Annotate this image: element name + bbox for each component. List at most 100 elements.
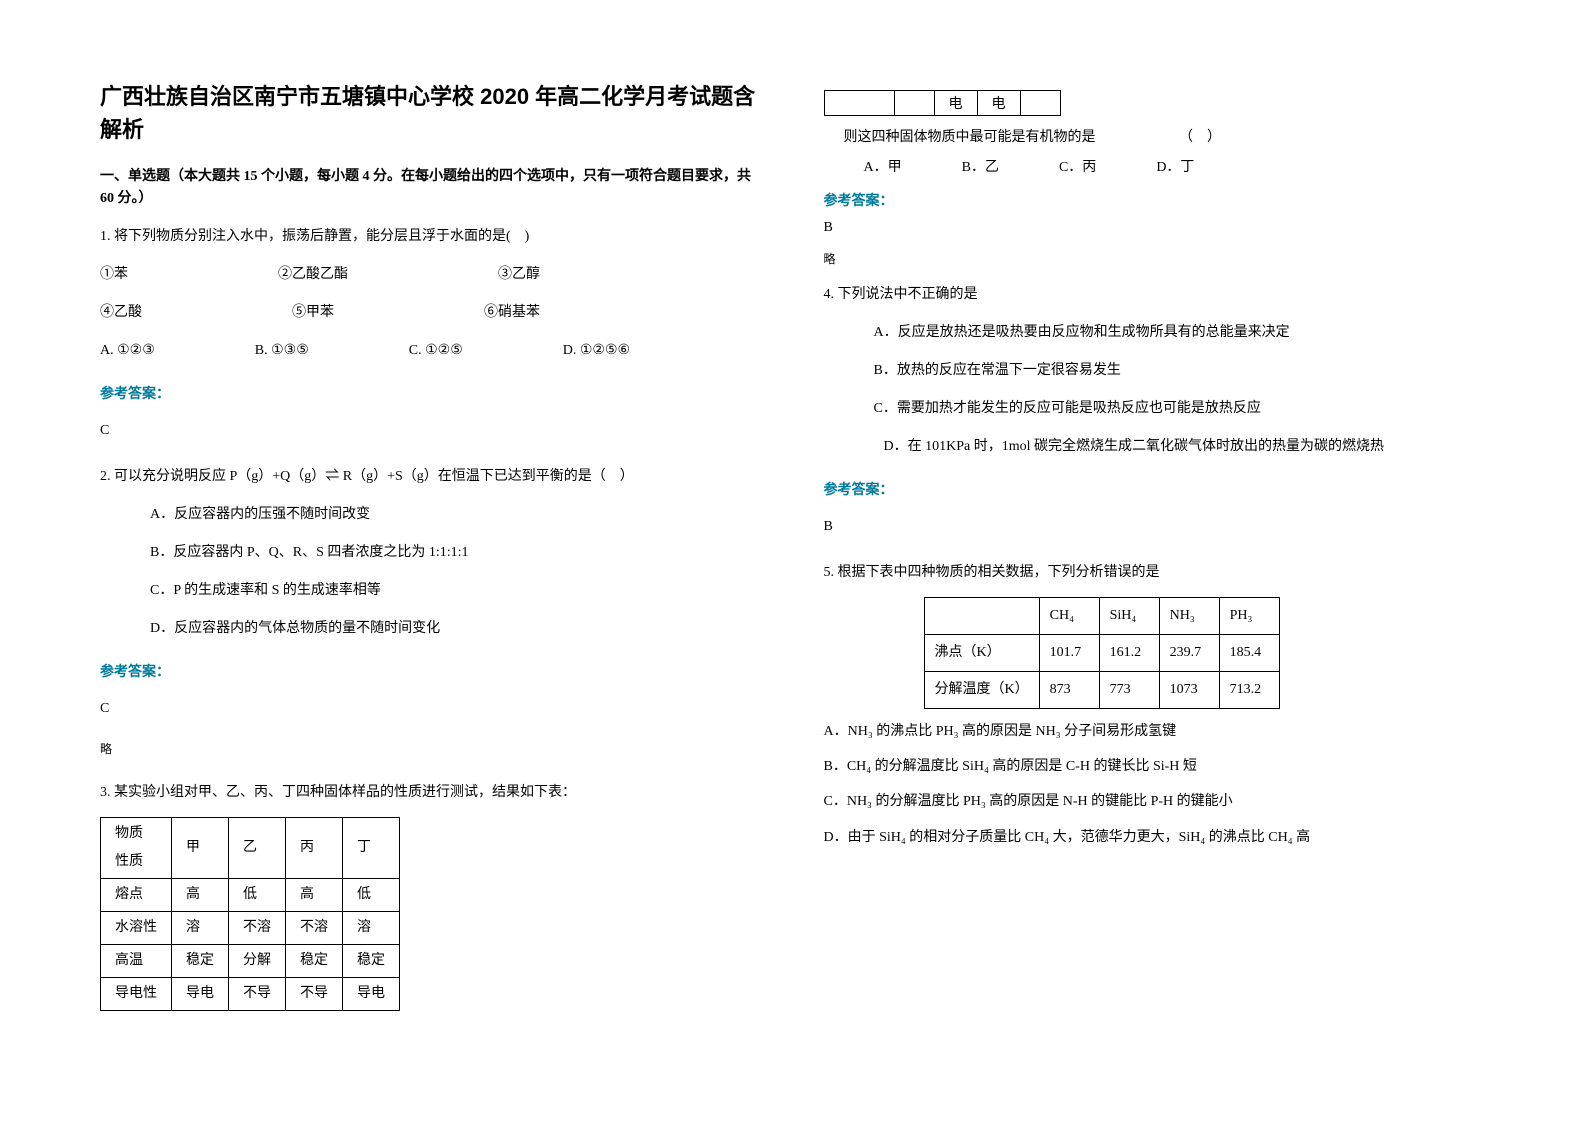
question-1: 1. 将下列物质分别注入水中，振荡后静置，能分层且浮于水面的是( ) ①苯 ②乙…: [100, 223, 764, 445]
q3-table: 物质 性质 甲 乙 丙 丁 熔点 高 低 高 低 水溶性 溶: [100, 817, 400, 1011]
q3-cell: 分解: [229, 944, 286, 977]
q3-cell: 不溶: [229, 911, 286, 944]
q3-paren: （ ）: [1179, 130, 1221, 145]
q4-opt-c: C．需要加热才能发生的反应可能是吸热反应也可能是放热反应: [874, 395, 1488, 423]
q5-opt-b: B．CH₄ 的分解温度比 SiH₄ 高的原因是 C-H 的键长比 Si-H 短: [824, 754, 1488, 779]
q1-item-3: ③乙醇: [498, 261, 540, 289]
q3-cell: 不导: [229, 977, 286, 1010]
q5-cell: PH₃: [1219, 598, 1279, 635]
q5-cell: 873: [1039, 672, 1099, 709]
q3-cell: 导电: [343, 977, 400, 1010]
q3-th-b: 乙: [229, 817, 286, 878]
q2-answer-extra: 略: [100, 737, 764, 761]
q2-stem: 2. 可以充分说明反应 P（g）+Q（g）⇌ R（g）+S（g）在恒温下已达到平…: [100, 463, 764, 491]
q3-opt-c: C．丙: [1059, 156, 1096, 176]
q5-cell: 161.2: [1099, 635, 1159, 672]
q5-cell: 1073: [1159, 672, 1219, 709]
q2-opt-d: D．反应容器内的气体总物质的量不随时间变化: [150, 615, 764, 643]
q2-answer: C: [100, 695, 764, 723]
q3-cell: 稳定: [172, 944, 229, 977]
q3-cell: 性质: [115, 848, 157, 876]
q3-cell: 水溶性: [101, 911, 172, 944]
q3-cell: 高: [172, 878, 229, 911]
q3-cell: 低: [343, 878, 400, 911]
q4-opt-a: A．反应是放热还是吸热要由反应物和生成物所具有的总能量来决定: [874, 319, 1488, 347]
q1-item-5: ⑤甲苯: [292, 299, 334, 327]
q3-prompt-line: 则这四种固体物质中最可能是有机物的是 （ ）: [824, 126, 1488, 146]
q3-cell: 不溶: [286, 911, 343, 944]
question-3: 3. 某实验小组对甲、乙、丙、丁四种固体样品的性质进行测试，结果如下表： 物质 …: [100, 779, 764, 1011]
q5-cell: NH₃: [1159, 598, 1219, 635]
q3-cell: 稳定: [286, 944, 343, 977]
q5-stem: 5. 根据下表中四种物质的相关数据，下列分析错误的是: [824, 559, 1488, 587]
q5-cell: [924, 598, 1039, 635]
q1-item-6: ⑥硝基苯: [484, 299, 540, 327]
q3-cell: 熔点: [101, 878, 172, 911]
q3-cell: [1020, 91, 1060, 116]
q4-opt-b: B．放热的反应在常温下一定很容易发生: [874, 357, 1488, 385]
q3-opt-d: D．丁: [1156, 156, 1194, 176]
q2-opt-c: C．P 的生成速率和 S 的生成速率相等: [150, 577, 764, 605]
q1-item-1: ①苯: [100, 261, 128, 289]
q3-cell: 导电性: [101, 977, 172, 1010]
q5-cell: 101.7: [1039, 635, 1099, 672]
q3-cell: 高温: [101, 944, 172, 977]
question-4: 4. 下列说法中不正确的是 A．反应是放热还是吸热要由反应物和生成物所具有的总能…: [824, 281, 1488, 541]
q1-opt-a: A. ①②③: [100, 337, 155, 365]
q3-answer-label: 参考答案：: [824, 190, 1488, 210]
q1-stem: 1. 将下列物质分别注入水中，振荡后静置，能分层且浮于水面的是( ): [100, 223, 764, 251]
q3-cell: 稳定: [343, 944, 400, 977]
q3-cell: 导电: [172, 977, 229, 1010]
q5-cell: 分解温度（K）: [924, 672, 1039, 709]
q2-opt-a: A．反应容器内的压强不随时间改变: [150, 501, 764, 529]
q3-cell: 不导: [286, 977, 343, 1010]
q3-cell: 高: [286, 878, 343, 911]
q4-answer: B: [824, 513, 1488, 541]
q3-th-c: 丙: [286, 817, 343, 878]
q2-opt-b: B．反应容器内 P、Q、R、S 四者浓度之比为 1:1:1:1: [150, 539, 764, 567]
q3-cell: 物质: [115, 820, 157, 848]
q1-item-4: ④乙酸: [100, 299, 142, 327]
q3-table-extra: 电 电: [824, 90, 1061, 116]
q3-th-d: 丁: [343, 817, 400, 878]
q3-stem: 3. 某实验小组对甲、乙、丙、丁四种固体样品的性质进行测试，结果如下表：: [100, 779, 764, 807]
q5-cell: SiH₄: [1099, 598, 1159, 635]
q3-opt-b: B．乙: [962, 156, 999, 176]
q5-cell: 沸点（K）: [924, 635, 1039, 672]
q3-th-a: 甲: [172, 817, 229, 878]
q5-opt-c: C．NH₃ 的分解温度比 PH₃ 高的原因是 N-H 的键能比 P-H 的键能小: [824, 789, 1488, 814]
q3-cell: 电: [977, 91, 1020, 116]
question-5: 5. 根据下表中四种物质的相关数据，下列分析错误的是 CH₄ SiH₄ NH₃ …: [824, 559, 1488, 850]
q3-answer-extra: 略: [824, 250, 1488, 267]
q1-opt-d: D. ①②⑤⑥: [563, 337, 630, 365]
q3-prompt: 则这四种固体物质中最可能是有机物的是: [844, 130, 1096, 145]
q1-answer: C: [100, 417, 764, 445]
q3-cell: 低: [229, 878, 286, 911]
q3-cell: 溶: [343, 911, 400, 944]
q3-cell: [824, 91, 894, 116]
q1-opt-c: C. ①②⑤: [409, 337, 463, 365]
q1-opt-b: B. ①③⑤: [255, 337, 309, 365]
document-title: 广西壮族自治区南宁市五塘镇中心学校 2020 年高二化学月考试题含解析: [100, 80, 764, 146]
q4-answer-label: 参考答案：: [824, 475, 1488, 503]
q4-stem: 4. 下列说法中不正确的是: [824, 281, 1488, 309]
q3-th-prop: 物质 性质: [101, 817, 172, 878]
q3-cell: 电: [934, 91, 977, 116]
q1-item-2: ②乙酸乙酯: [278, 261, 348, 289]
q5-cell: 185.4: [1219, 635, 1279, 672]
q5-cell: 713.2: [1219, 672, 1279, 709]
q2-answer-label: 参考答案：: [100, 657, 764, 685]
q5-opt-a: A．NH₃ 的沸点比 PH₃ 高的原因是 NH₃ 分子间易形成氢键: [824, 719, 1488, 744]
q3-cell: 溶: [172, 911, 229, 944]
q5-opt-d: D．由于 SiH₄ 的相对分子质量比 CH₄ 大，范德华力更大，SiH₄ 的沸点…: [824, 825, 1488, 850]
q5-cell: 773: [1099, 672, 1159, 709]
q4-opt-d: D．在 101KPa 时，1mol 碳完全燃烧生成二氧化碳气体时放出的热量为碳的…: [884, 433, 1488, 461]
section-heading: 一、单选题（本大题共 15 个小题，每小题 4 分。在每小题给出的四个选项中，只…: [100, 166, 764, 211]
q5-cell: 239.7: [1159, 635, 1219, 672]
q3-answer: B: [824, 220, 1488, 236]
q1-answer-label: 参考答案：: [100, 379, 764, 407]
question-2: 2. 可以充分说明反应 P（g）+Q（g）⇌ R（g）+S（g）在恒温下已达到平…: [100, 463, 764, 761]
q5-cell: CH₄: [1039, 598, 1099, 635]
q3-cell: [894, 91, 934, 116]
q3-opt-a: A．甲: [864, 156, 902, 176]
